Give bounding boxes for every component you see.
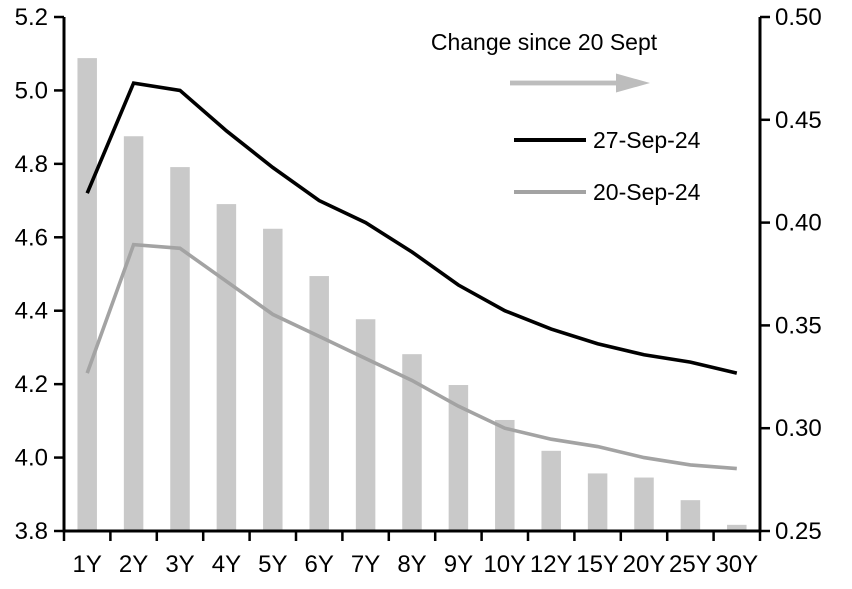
x-axis-label-25Y: 25Y: [669, 551, 712, 578]
bar-4Y: [216, 204, 237, 531]
x-axis-label-12Y: 12Y: [530, 551, 573, 578]
legend-line-sample-20-sep: [514, 190, 586, 194]
bar-1Y: [77, 58, 97, 532]
bar-7Y: [355, 319, 376, 531]
line-27-Sep-24: [85, 81, 738, 375]
x-axis-label-15Y: 15Y: [576, 551, 619, 578]
bar-25Y: [680, 500, 701, 531]
right-axis-tick-label-0.50: 0.50: [775, 4, 822, 31]
x-axis-label-4Y: 4Y: [212, 551, 241, 578]
left-axis-tick-label-4.2: 4.2: [15, 371, 48, 398]
x-axis-label-30Y: 30Y: [715, 551, 758, 578]
left-axis-tick-label-3.8: 3.8: [15, 518, 48, 545]
left-axis-tick-label-5.2: 5.2: [15, 4, 48, 31]
bar-8Y: [402, 354, 422, 531]
left-axis-tick-label-4.4: 4.4: [15, 298, 48, 325]
bar-20Y: [634, 477, 654, 531]
legend-line-sample-27-sep: [514, 138, 586, 142]
bar-9Y: [448, 385, 469, 531]
right-axis-tick-label-0.45: 0.45: [775, 107, 822, 134]
x-axis-label-6Y: 6Y: [305, 551, 334, 578]
legend-label-20-sep: 20-Sep-24: [593, 178, 701, 205]
x-axis-label-20Y: 20Y: [623, 551, 666, 578]
bar-30Y: [727, 524, 747, 531]
left-axis-tick-label-5.0: 5.0: [15, 77, 48, 104]
bar-5Y: [263, 228, 283, 531]
x-axis-label-2Y: 2Y: [119, 551, 148, 578]
left-axis-tick-label-4.0: 4.0: [15, 445, 48, 472]
change-arrow-icon: [510, 73, 650, 93]
x-axis-label-1Y: 1Y: [73, 551, 102, 578]
bar-6Y: [309, 276, 329, 531]
bar-15Y: [587, 473, 608, 531]
x-axis-label-3Y: 3Y: [165, 551, 194, 578]
x-axis-label-8Y: 8Y: [397, 551, 426, 578]
bar-2Y: [123, 136, 144, 532]
left-axis-tick-label-4.8: 4.8: [15, 151, 48, 178]
bar-10Y: [495, 419, 515, 531]
bar-12Y: [541, 450, 561, 531]
legend-bar-series-label: Change since 20 Sept: [430, 29, 658, 55]
legend-entry-27-sep: 27-Sep-24: [514, 127, 700, 153]
x-axis-label-9Y: 9Y: [444, 551, 473, 578]
x-axis-label-5Y: 5Y: [258, 551, 287, 578]
bar-3Y: [170, 167, 190, 531]
right-axis-tick-label-0.30: 0.30: [775, 415, 822, 442]
legend-entry-20-sep: 20-Sep-24: [514, 179, 700, 205]
legend-label-27-sep: 27-Sep-24: [593, 126, 701, 153]
line-20-Sep-24: [85, 242, 737, 471]
x-axis-label-10Y: 10Y: [483, 551, 526, 578]
left-axis-tick-label-4.6: 4.6: [15, 224, 48, 251]
right-axis-tick-label-0.40: 0.40: [775, 210, 822, 237]
right-axis-tick-label-0.25: 0.25: [775, 518, 822, 545]
right-axis-tick-label-0.35: 0.35: [775, 312, 822, 339]
x-axis-label-7Y: 7Y: [351, 551, 380, 578]
